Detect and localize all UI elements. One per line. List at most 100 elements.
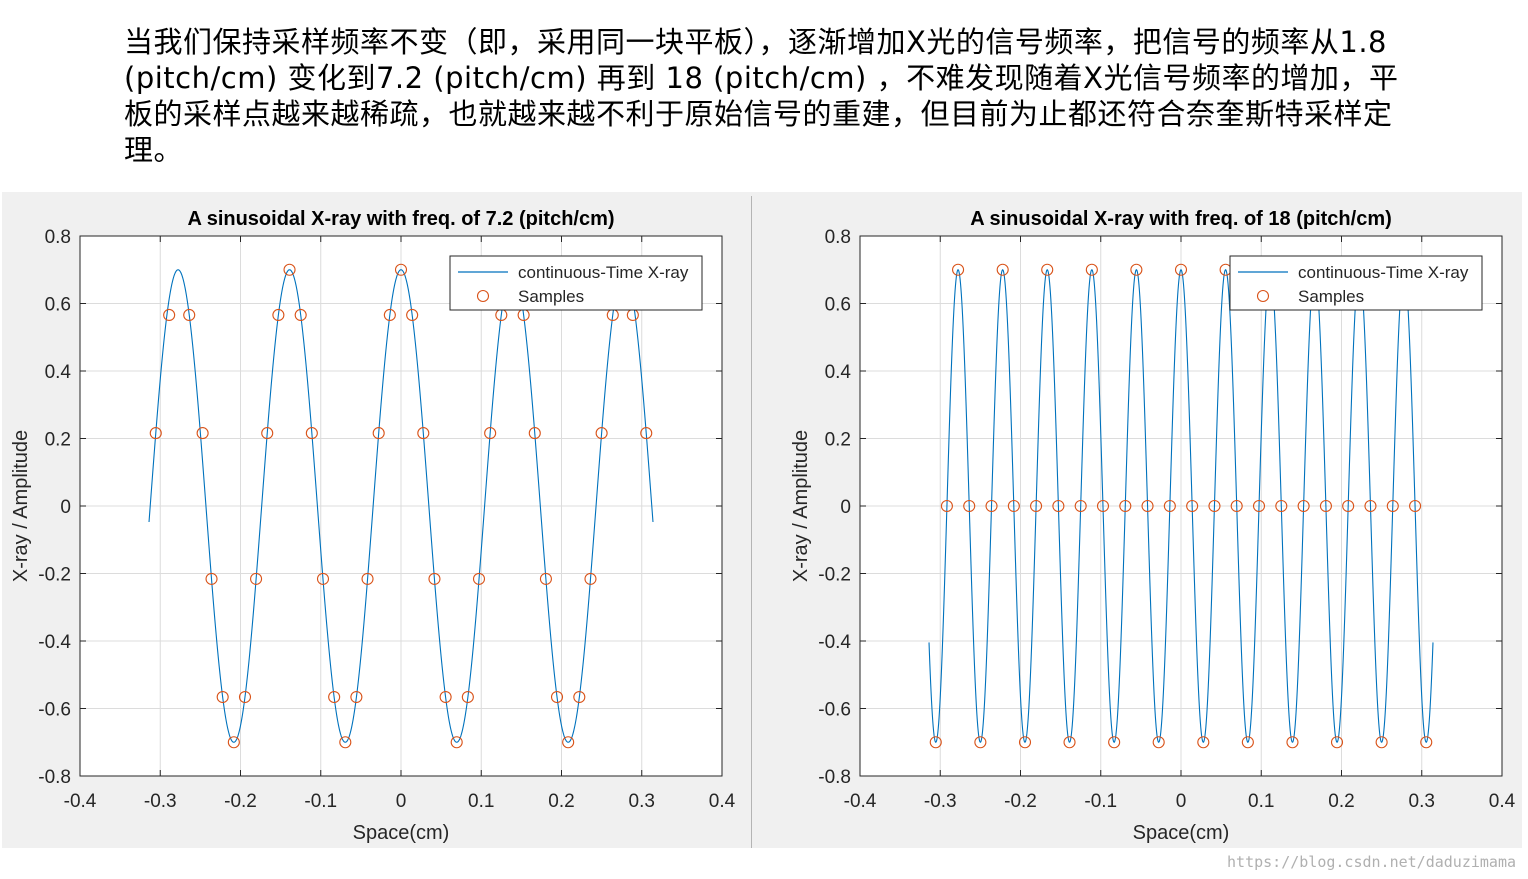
- intro-paragraph: 当我们保持采样频率不变（即，采用同一块平板），逐渐增加X光的信号频率，把信号的频…: [124, 25, 1399, 167]
- series-line-continuous-time-xray: [148, 269, 654, 743]
- sample-point: [227, 736, 240, 749]
- sample-point: [272, 308, 285, 322]
- sample-point: [1330, 736, 1344, 749]
- series-line-continuous-time-xray: [928, 268, 1434, 744]
- sample-point: [1052, 499, 1065, 513]
- sample-point: [940, 499, 953, 513]
- sample-point: [261, 427, 274, 440]
- sample-point: [406, 308, 419, 322]
- sample-point: [1163, 499, 1176, 513]
- y-axis-label: X-ray / Amplitude: [790, 430, 812, 582]
- sample-point: [550, 690, 564, 704]
- x-tick-label: -0.3: [924, 791, 957, 812]
- sample-point: [1130, 263, 1143, 276]
- y-tick-label: 0.4: [45, 362, 72, 383]
- x-tick-label: 0.4: [709, 791, 736, 812]
- sample-point: [149, 427, 162, 440]
- x-tick-label: 0.2: [1328, 791, 1354, 812]
- sample-point: [539, 572, 552, 585]
- sample-point: [1386, 499, 1399, 513]
- sample-point: [1375, 736, 1388, 749]
- sample-point: [394, 263, 408, 276]
- sample-point: [238, 690, 252, 704]
- sample-point: [1230, 499, 1243, 513]
- y-tick-label: 0.4: [825, 362, 852, 383]
- sample-point: [1186, 499, 1199, 513]
- y-tick-label: -0.6: [818, 700, 851, 721]
- y-tick-label: -0.8: [38, 767, 71, 788]
- watermark: https://blog.csdn.net/daduzimama: [1227, 853, 1516, 871]
- sample-point: [1286, 736, 1299, 749]
- sample-point: [461, 690, 474, 704]
- sample-point: [1342, 499, 1355, 513]
- legend-marker-swatch: [476, 289, 490, 303]
- x-axis-label: Space(cm): [353, 822, 450, 844]
- y-tick-label: -0.2: [38, 565, 71, 586]
- chart-title: A sinusoidal X-ray with freq. of 18 (pit…: [970, 208, 1392, 230]
- sample-point: [562, 736, 575, 749]
- sample-point: [1096, 499, 1110, 513]
- legend-label: continuous-Time X-ray: [518, 263, 689, 282]
- sample-point: [1208, 499, 1221, 513]
- sample-point: [996, 263, 1009, 276]
- legend-label: Samples: [1298, 287, 1364, 306]
- y-tick-label: -0.8: [818, 767, 851, 788]
- y-tick-label: -0.4: [818, 632, 851, 653]
- x-tick-label: 0.4: [1489, 791, 1516, 812]
- sample-point: [1030, 499, 1043, 513]
- y-tick-label: 0.8: [825, 227, 851, 248]
- sample-point: [1007, 499, 1020, 513]
- y-tick-label: 0: [840, 497, 851, 518]
- sample-point: [963, 499, 976, 513]
- sample-point: [985, 499, 998, 513]
- panel-divider: [751, 196, 752, 848]
- y-tick-label: 0.2: [45, 430, 71, 451]
- sample-point: [417, 427, 430, 440]
- sample-point: [484, 427, 497, 440]
- sample-point: [573, 690, 586, 704]
- legend-label: Samples: [518, 287, 584, 306]
- sample-point: [1108, 736, 1121, 749]
- y-tick-label: -0.6: [38, 700, 71, 721]
- sample-point: [216, 690, 229, 704]
- x-tick-label: 0.3: [629, 791, 655, 812]
- sample-point: [1364, 499, 1377, 513]
- sample-point: [339, 736, 352, 749]
- sample-point: [1252, 499, 1266, 513]
- x-axis-label: Space(cm): [1133, 822, 1230, 844]
- legend-box: [1229, 255, 1483, 311]
- sample-point: [361, 572, 374, 585]
- sample-point: [428, 572, 441, 585]
- sample-point: [1409, 499, 1422, 513]
- sample-point: [528, 427, 541, 440]
- x-tick-label: 0: [1176, 791, 1187, 812]
- sample-point: [1420, 736, 1433, 749]
- legend-marker-swatch: [1256, 289, 1270, 303]
- axes-box: [859, 235, 1503, 777]
- chart-right: -0.4 -0.3 -0.2 -0.1 0 0.1 0.2 0.3 0.4 -0.8 -0.6 -0.…: [790, 208, 1516, 844]
- sample-point: [584, 572, 597, 585]
- sample-point: [974, 736, 987, 749]
- x-tick-label: -0.2: [1004, 791, 1037, 812]
- x-tick-label: -0.3: [144, 791, 177, 812]
- sample-point: [196, 427, 209, 440]
- sample-point: [1197, 736, 1210, 749]
- x-tick-label: -0.4: [844, 791, 877, 812]
- sample-point: [305, 427, 318, 440]
- sample-point: [1119, 499, 1132, 513]
- sample-point: [1041, 263, 1054, 276]
- chart-left: -0.4 -0.3 -0.2 -0.1 0 0.1 0.2 0.3 0.4 -0.8 -0.6 -0.…: [10, 208, 736, 844]
- sample-point: [450, 736, 463, 749]
- sample-point: [316, 572, 330, 585]
- x-tick-label: -0.4: [64, 791, 97, 812]
- sample-point: [1141, 499, 1154, 513]
- sample-point: [929, 736, 942, 749]
- x-tick-label: 0.1: [468, 791, 494, 812]
- sample-point: [350, 690, 363, 704]
- legend-label: continuous-Time X-ray: [1298, 263, 1469, 282]
- x-tick-label: 0.2: [548, 791, 574, 812]
- sample-point: [1152, 736, 1165, 749]
- y-tick-label: 0.6: [825, 295, 851, 316]
- x-tick-label: 0.1: [1248, 791, 1274, 812]
- chart-title: A sinusoidal X-ray with freq. of 7.2 (pi…: [187, 208, 614, 230]
